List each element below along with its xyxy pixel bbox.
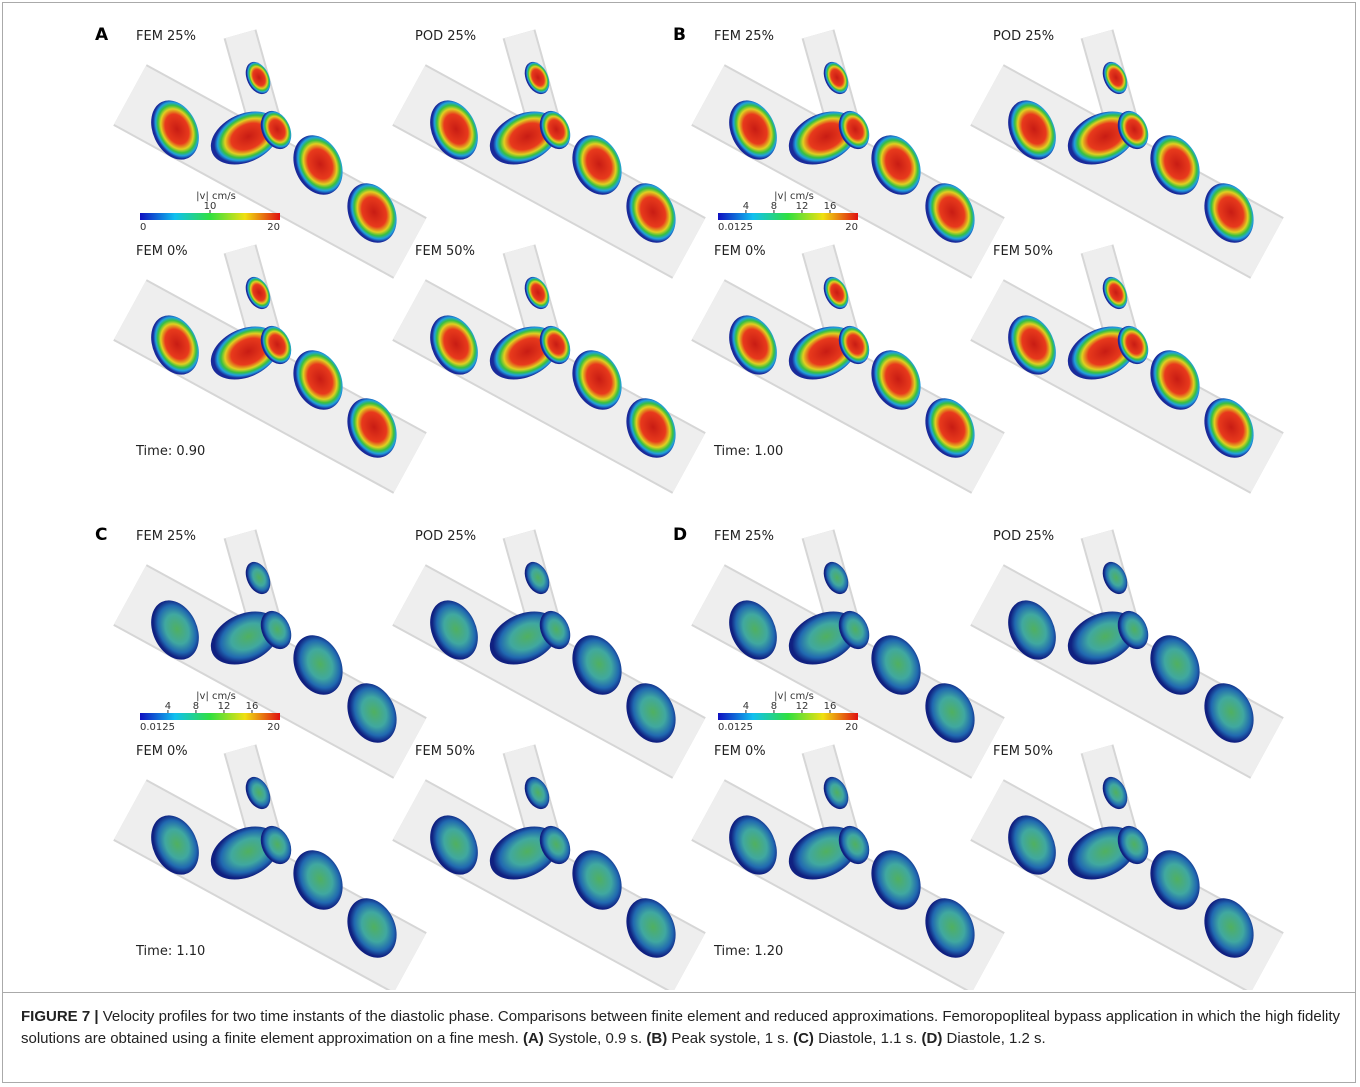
- time-label: Time: 1.00: [713, 444, 783, 459]
- caption: FIGURE 7 | Velocity profiles for two tim…: [21, 1006, 1341, 1050]
- caption-part-label: (C): [793, 1030, 814, 1047]
- vessel: [708, 249, 988, 466]
- view-label: FEM 0%: [714, 244, 766, 259]
- view-label: FEM 50%: [415, 244, 475, 259]
- panel-letter: B: [673, 25, 686, 45]
- time-label: Time: 1.20: [713, 944, 783, 959]
- colorbar: [718, 213, 858, 220]
- caption-part-text: Diastole, 1.1 s.: [818, 1030, 917, 1047]
- vessel: [987, 749, 1267, 966]
- colorbar-min-label: 0.0125: [718, 722, 753, 733]
- vessel: [130, 749, 410, 966]
- time-label: Time: 1.10: [135, 944, 205, 959]
- colorbar-min-label: 0.0125: [140, 722, 175, 733]
- colorbar-tick-label: 8: [193, 701, 199, 712]
- colorbar-tick-label: 8: [771, 201, 777, 212]
- colorbar-tick-label: 10: [204, 201, 217, 212]
- colorbar: [140, 713, 280, 720]
- colorbar-tick-label: 16: [824, 201, 837, 212]
- vessel: [409, 34, 689, 251]
- caption-part-label: (A): [523, 1030, 544, 1047]
- page: AFEM 25%POD 25%FEM 0%FEM 50%|v| cm/s1002…: [0, 0, 1360, 1087]
- panel-letter: C: [95, 525, 107, 545]
- vessel: [409, 249, 689, 466]
- colorbar-tick-label: 4: [743, 201, 749, 212]
- view-label: FEM 25%: [714, 529, 774, 544]
- colorbar-tick-label: 16: [246, 701, 259, 712]
- view-label: FEM 25%: [136, 529, 196, 544]
- colorbar-tick-label: 4: [743, 701, 749, 712]
- view-label: FEM 0%: [136, 244, 188, 259]
- colorbar-tick-label: 4: [165, 701, 171, 712]
- colorbar-tick-label: 12: [218, 701, 231, 712]
- colorbar-max-label: 20: [267, 222, 280, 233]
- view-label: FEM 0%: [136, 744, 188, 759]
- view-label: FEM 0%: [714, 744, 766, 759]
- vessel: [987, 34, 1267, 251]
- vessel: [409, 534, 689, 751]
- vessel: [987, 534, 1267, 751]
- colorbar: [718, 713, 858, 720]
- view-label: POD 25%: [415, 529, 476, 544]
- time-label: Time: 0.90: [135, 444, 205, 459]
- caption-part-text: Diastole, 1.2 s.: [947, 1030, 1046, 1047]
- caption-label: FIGURE 7 |: [21, 1008, 99, 1025]
- vessel: [987, 249, 1267, 466]
- view-label: FEM 50%: [993, 244, 1053, 259]
- colorbar-max-label: 20: [267, 722, 280, 733]
- caption-part-label: (D): [922, 1030, 943, 1047]
- vessel: [130, 249, 410, 466]
- view-label: FEM 25%: [714, 29, 774, 44]
- colorbar-tick-label: 12: [796, 201, 809, 212]
- vessel: [409, 749, 689, 966]
- panel-letter: A: [95, 25, 109, 45]
- colorbar-tick-label: 8: [771, 701, 777, 712]
- view-label: FEM 50%: [415, 744, 475, 759]
- vessel: [708, 749, 988, 966]
- panel-letter: D: [673, 525, 687, 545]
- view-label: POD 25%: [415, 29, 476, 44]
- colorbar-max-label: 20: [845, 722, 858, 733]
- view-label: POD 25%: [993, 529, 1054, 544]
- colorbar: [140, 213, 280, 220]
- view-label: FEM 50%: [993, 744, 1053, 759]
- colorbar-min-label: 0: [140, 222, 146, 233]
- caption-rule: [2, 992, 1356, 993]
- caption-part-label: (B): [646, 1030, 667, 1047]
- colorbar-min-label: 0.0125: [718, 222, 753, 233]
- view-label: POD 25%: [993, 29, 1054, 44]
- caption-part-text: Peak systole, 1 s.: [671, 1030, 789, 1047]
- view-label: FEM 25%: [136, 29, 196, 44]
- colorbar-tick-label: 16: [824, 701, 837, 712]
- caption-part-text: Systole, 0.9 s.: [548, 1030, 642, 1047]
- colorbar-tick-label: 12: [796, 701, 809, 712]
- colorbar-max-label: 20: [845, 222, 858, 233]
